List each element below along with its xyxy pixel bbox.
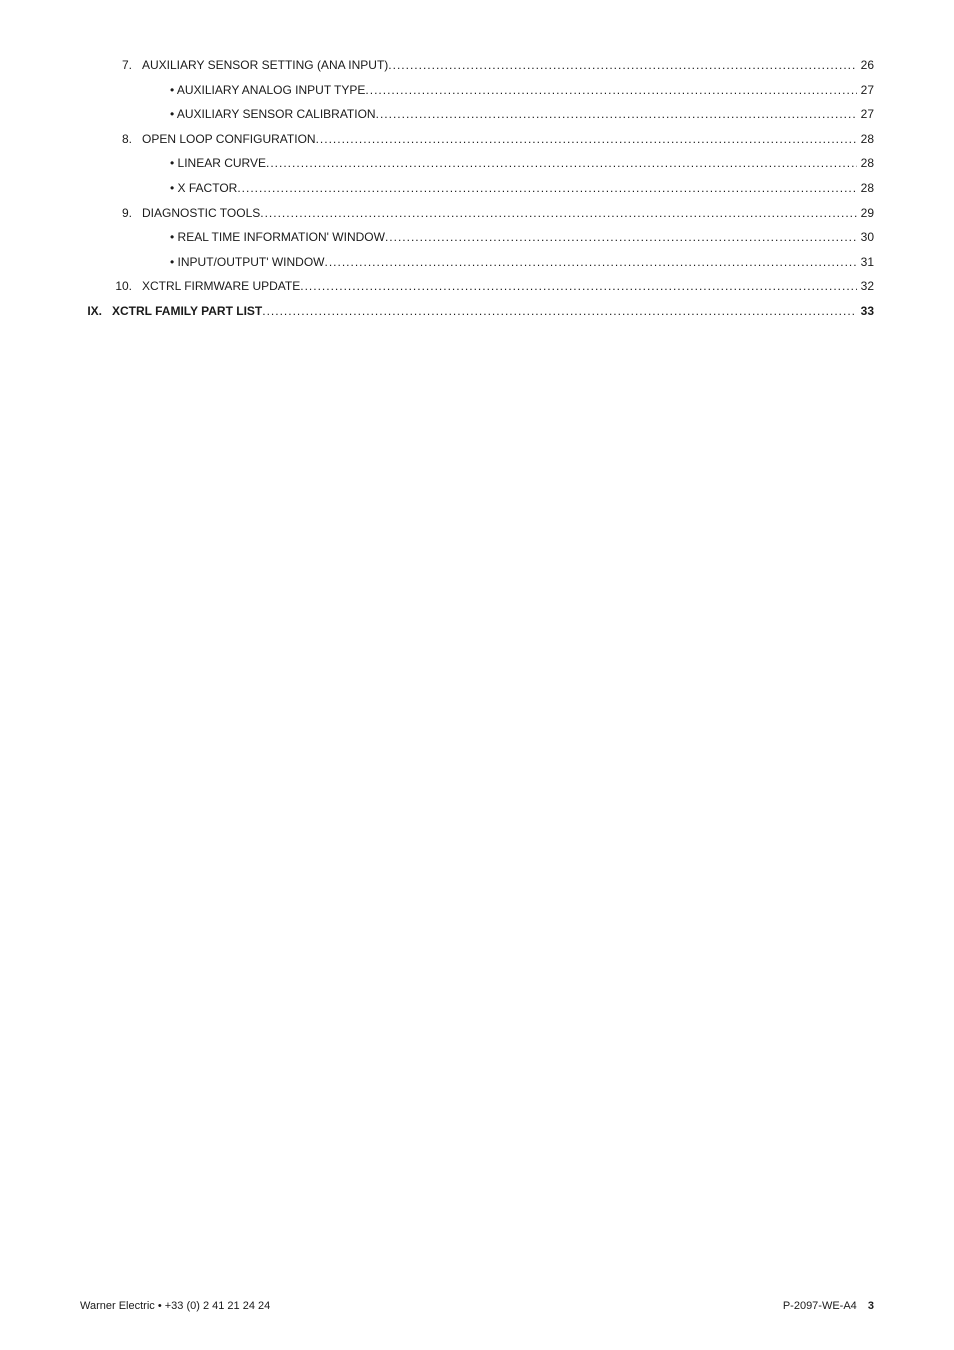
toc-leader <box>365 83 856 99</box>
toc-label: • X FACTOR <box>142 181 237 197</box>
footer-right: P-2097-WE-A4 3 <box>783 1300 874 1312</box>
toc-label: DIAGNOSTIC TOOLS <box>142 206 260 222</box>
toc-entry: 9. DIAGNOSTIC TOOLS 29 <box>80 206 874 222</box>
toc-leader <box>262 304 856 320</box>
toc-label: • INPUT/OUTPUT' WINDOW <box>142 255 324 271</box>
page: 7. AUXILIARY SENSOR SETTING (ANA INPUT) … <box>0 0 954 1350</box>
toc-entry: • REAL TIME INFORMATION' WINDOW 30 <box>80 230 874 246</box>
toc-page: 27 <box>857 83 874 99</box>
toc-page: 29 <box>857 206 874 222</box>
toc-number: 7. <box>80 58 142 74</box>
toc-entry: IX. XCTRL FAMILY PART LIST 33 <box>80 304 874 320</box>
toc-entry: 7. AUXILIARY SENSOR SETTING (ANA INPUT) … <box>80 58 874 74</box>
toc-label: AUXILIARY SENSOR SETTING (ANA INPUT) <box>142 58 388 74</box>
footer-left: Warner Electric • +33 (0) 2 41 21 24 24 <box>80 1300 270 1312</box>
toc-leader <box>260 206 856 222</box>
toc-leader <box>266 156 857 172</box>
toc-page: 28 <box>857 132 874 148</box>
toc-label: OPEN LOOP CONFIGURATION <box>142 132 316 148</box>
toc-label: • AUXILIARY SENSOR CALIBRATION <box>142 107 376 123</box>
toc-entry: 10. XCTRL FIRMWARE UPDATE 32 <box>80 279 874 295</box>
toc-label: XCTRL FAMILY PART LIST <box>112 304 262 320</box>
table-of-contents: 7. AUXILIARY SENSOR SETTING (ANA INPUT) … <box>80 58 874 320</box>
footer-page-number: 3 <box>860 1300 874 1312</box>
toc-label: • AUXILIARY ANALOG INPUT TYPE <box>142 83 365 99</box>
toc-number: IX. <box>80 304 112 320</box>
page-footer: Warner Electric • +33 (0) 2 41 21 24 24 … <box>80 1300 874 1312</box>
toc-leader <box>388 58 856 74</box>
toc-page: 27 <box>857 107 874 123</box>
toc-leader <box>385 230 857 246</box>
toc-leader <box>324 255 856 271</box>
toc-entry: • LINEAR CURVE 28 <box>80 156 874 172</box>
toc-page: 28 <box>857 156 874 172</box>
toc-label: XCTRL FIRMWARE UPDATE <box>142 279 300 295</box>
toc-number: 10. <box>80 279 142 295</box>
toc-number: 9. <box>80 206 142 222</box>
toc-page: 26 <box>857 58 874 74</box>
toc-entry: • AUXILIARY ANALOG INPUT TYPE 27 <box>80 83 874 99</box>
toc-entry: • X FACTOR 28 <box>80 181 874 197</box>
toc-leader <box>376 107 857 123</box>
toc-page: 30 <box>857 230 874 246</box>
footer-doc-id: P-2097-WE-A4 <box>783 1300 857 1312</box>
toc-page: 32 <box>857 279 874 295</box>
toc-leader <box>300 279 856 295</box>
toc-leader <box>237 181 856 197</box>
toc-entry: 8. OPEN LOOP CONFIGURATION 28 <box>80 132 874 148</box>
toc-label: • LINEAR CURVE <box>142 156 266 172</box>
toc-label: • REAL TIME INFORMATION' WINDOW <box>142 230 385 246</box>
toc-number: 8. <box>80 132 142 148</box>
toc-page: 28 <box>857 181 874 197</box>
toc-entry: • INPUT/OUTPUT' WINDOW 31 <box>80 255 874 271</box>
toc-page: 33 <box>857 304 874 320</box>
toc-entry: • AUXILIARY SENSOR CALIBRATION 27 <box>80 107 874 123</box>
toc-page: 31 <box>857 255 874 271</box>
toc-leader <box>316 132 857 148</box>
